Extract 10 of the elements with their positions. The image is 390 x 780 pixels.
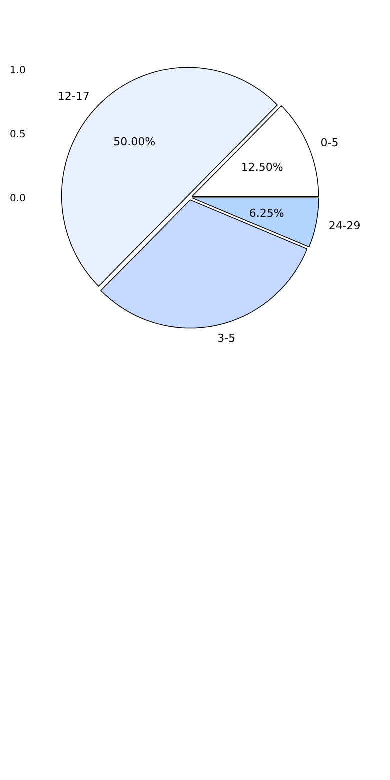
slice-label: 3-5 xyxy=(218,332,236,346)
data-label: 50.00% xyxy=(114,135,156,148)
slice-label: 24-29 xyxy=(328,219,361,232)
data-label: 12.50% xyxy=(241,161,284,174)
slice-label: 12-17 xyxy=(58,90,90,103)
text: 1.0 xyxy=(10,66,26,76)
data-label: 6.25% xyxy=(249,206,284,220)
text: 0.0 xyxy=(10,194,26,204)
text: 0.5 xyxy=(10,130,26,140)
slice-label: 0-5 xyxy=(320,136,339,150)
